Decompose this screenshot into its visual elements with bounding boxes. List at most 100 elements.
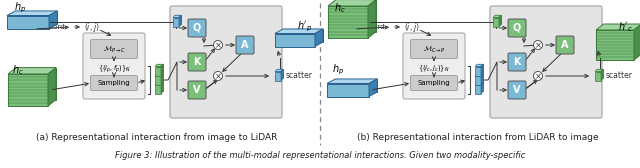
Text: scatter: scatter (286, 72, 313, 80)
Polygon shape (368, 0, 376, 38)
Polygon shape (477, 82, 483, 91)
Polygon shape (15, 11, 58, 24)
Polygon shape (493, 17, 499, 27)
Polygon shape (595, 69, 603, 72)
Polygon shape (175, 15, 181, 24)
Polygon shape (161, 82, 163, 94)
Polygon shape (157, 82, 163, 91)
Text: $h_p$: $h_p$ (332, 63, 344, 77)
Text: $\{(i_c, j_c)\}_N$: $\{(i_c, j_c)\}_N$ (418, 64, 450, 74)
Text: (a) Representational interaction from image to LiDAR: (a) Representational interaction from im… (36, 134, 278, 142)
Polygon shape (275, 72, 281, 80)
Circle shape (534, 72, 543, 80)
Circle shape (214, 40, 223, 50)
FancyBboxPatch shape (508, 81, 526, 99)
Text: ×: × (214, 72, 221, 81)
Text: A: A (561, 40, 569, 50)
Text: $h'_c$: $h'_c$ (618, 20, 632, 34)
Polygon shape (596, 24, 640, 30)
Polygon shape (477, 73, 483, 82)
Polygon shape (604, 24, 640, 54)
FancyBboxPatch shape (170, 6, 282, 118)
Polygon shape (157, 64, 163, 73)
Polygon shape (601, 69, 603, 80)
Polygon shape (283, 29, 323, 42)
Text: ×: × (214, 41, 221, 50)
Polygon shape (48, 68, 56, 106)
FancyBboxPatch shape (236, 36, 254, 54)
Text: ×: × (534, 72, 541, 81)
Polygon shape (49, 11, 58, 29)
Polygon shape (7, 15, 49, 29)
Text: K: K (193, 57, 201, 67)
Text: Q: Q (513, 23, 521, 33)
Polygon shape (155, 67, 161, 75)
Polygon shape (179, 15, 181, 27)
Polygon shape (597, 69, 603, 78)
Polygon shape (7, 11, 58, 15)
FancyBboxPatch shape (508, 19, 526, 37)
Polygon shape (161, 73, 163, 85)
Text: V: V (513, 85, 521, 95)
Polygon shape (475, 85, 481, 94)
Text: A: A (241, 40, 249, 50)
Polygon shape (475, 73, 483, 75)
FancyBboxPatch shape (83, 33, 145, 99)
Text: $h'_p$: $h'_p$ (298, 20, 312, 34)
Text: $\{(i_p, f_p)\}_N$: $\{(i_p, f_p)\}_N$ (97, 63, 131, 75)
Text: $\mathcal{M}_{P \to C}$: $\mathcal{M}_{P \to C}$ (102, 43, 125, 55)
Polygon shape (495, 15, 501, 24)
FancyBboxPatch shape (490, 6, 602, 118)
Polygon shape (277, 69, 283, 78)
Polygon shape (634, 24, 640, 60)
Text: V: V (193, 85, 201, 95)
Polygon shape (477, 64, 483, 73)
Polygon shape (155, 73, 163, 75)
Polygon shape (481, 82, 483, 94)
Polygon shape (327, 79, 378, 83)
Polygon shape (475, 82, 483, 85)
Text: $h_p$: $h_p$ (14, 1, 26, 15)
Polygon shape (481, 73, 483, 85)
Polygon shape (155, 75, 161, 85)
Polygon shape (8, 68, 56, 74)
Polygon shape (499, 15, 501, 27)
Text: $h_c$: $h_c$ (334, 1, 346, 15)
Text: $(i,j)$: $(i,j)$ (404, 20, 419, 33)
Polygon shape (369, 79, 378, 96)
FancyBboxPatch shape (188, 53, 206, 71)
Polygon shape (493, 15, 501, 17)
FancyBboxPatch shape (90, 39, 138, 58)
Polygon shape (327, 83, 369, 96)
Polygon shape (275, 69, 283, 72)
Polygon shape (157, 73, 163, 82)
Polygon shape (336, 0, 376, 32)
Circle shape (214, 72, 223, 80)
Polygon shape (328, 0, 376, 6)
Polygon shape (161, 64, 163, 75)
Polygon shape (275, 29, 323, 33)
Text: coord: coord (365, 24, 385, 30)
Polygon shape (173, 15, 181, 17)
FancyBboxPatch shape (410, 75, 458, 91)
Text: (b) Representational interaction from LiDAR to image: (b) Representational interaction from Li… (357, 134, 599, 142)
Text: Sampling: Sampling (418, 80, 451, 86)
Text: coord: coord (45, 24, 65, 30)
Polygon shape (315, 29, 323, 47)
Text: Figure 3: Illustration of the multi-modal representational interactions. Given t: Figure 3: Illustration of the multi-moda… (115, 152, 525, 160)
FancyBboxPatch shape (508, 53, 526, 71)
Text: K: K (513, 57, 521, 67)
Text: $(i,j)$: $(i,j)$ (84, 20, 99, 33)
Polygon shape (475, 64, 483, 67)
Polygon shape (596, 30, 634, 60)
FancyBboxPatch shape (556, 36, 574, 54)
Text: $\mathcal{M}_{C \to P}$: $\mathcal{M}_{C \to P}$ (422, 43, 445, 55)
Polygon shape (155, 82, 163, 85)
Text: Sampling: Sampling (98, 80, 131, 86)
Polygon shape (335, 79, 378, 92)
FancyBboxPatch shape (188, 81, 206, 99)
Polygon shape (328, 6, 368, 38)
Text: scatter: scatter (606, 72, 633, 80)
Polygon shape (475, 67, 481, 75)
FancyBboxPatch shape (90, 75, 138, 91)
